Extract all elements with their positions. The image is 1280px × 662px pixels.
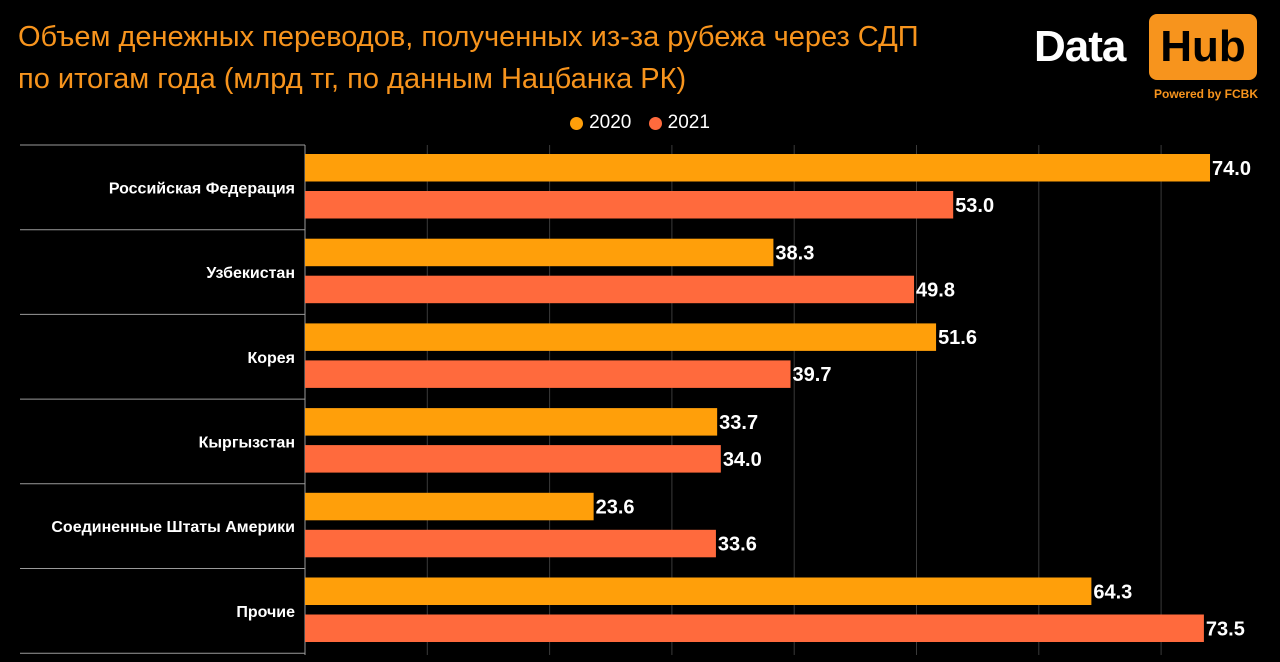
bar-2021	[305, 191, 954, 219]
bar-2020	[305, 577, 1092, 605]
data-label-2021: 39.7	[793, 364, 832, 386]
data-label-2020: 74.0	[1212, 158, 1251, 180]
legend-dot-2020	[570, 116, 584, 130]
logo-tagline: Powered by FCBK	[1153, 87, 1258, 101]
datahub-logo: Data Hub Powered by FCBK	[1034, 14, 1258, 104]
logo-word-data: Data	[1034, 22, 1126, 71]
chart-title-line-2: по итогам года (млрд тг, по данным Нацба…	[18, 63, 687, 95]
bar-2021	[305, 529, 716, 558]
chart-title: Объем денежных переводов, полученных из-…	[18, 16, 998, 100]
data-label-2021: 49.8	[916, 279, 955, 301]
data-label-2020: 33.7	[719, 412, 758, 434]
category-label: Прочие	[236, 604, 295, 621]
data-label-2021: 73.5	[1206, 618, 1245, 640]
bar-2020	[305, 492, 594, 521]
data-label-2020: 64.3	[1093, 581, 1132, 603]
legend-label-2020: 2020	[589, 112, 632, 133]
data-label-2021: 33.6	[718, 534, 757, 556]
category-label: Кыргызстан	[199, 434, 295, 451]
legend-item-2021: 2021	[648, 112, 710, 134]
chart-legend: 2020 2021	[0, 112, 1280, 136]
bar-2021	[305, 275, 915, 304]
bar-2021	[305, 614, 1204, 642]
category-label: Соединенные Штаты Америки	[51, 519, 295, 536]
category-label: Российская Федерация	[109, 180, 295, 197]
bar-2020	[305, 154, 1211, 182]
legend-item-2020: 2020	[570, 112, 631, 134]
category-label: Узбекистан	[206, 265, 295, 282]
bar-2020	[305, 408, 718, 436]
bar-2020	[305, 238, 774, 267]
bar-2021	[305, 360, 791, 388]
data-label-2020: 38.3	[775, 242, 814, 264]
data-label-2021: 34.0	[723, 449, 762, 471]
legend-label-2021: 2021	[667, 112, 710, 133]
bar-2020	[305, 323, 937, 351]
data-label-2020: 23.6	[596, 497, 635, 519]
logo-word-hub: Hub	[1149, 14, 1257, 80]
category-label: Корея	[247, 350, 295, 367]
legend-dot-2021	[648, 116, 662, 130]
bar-2021	[305, 445, 721, 473]
data-label-2021: 53.0	[955, 195, 994, 217]
chart-title-line-1: Объем денежных переводов, полученных из-…	[18, 21, 919, 53]
data-label-2020: 51.6	[938, 327, 977, 349]
